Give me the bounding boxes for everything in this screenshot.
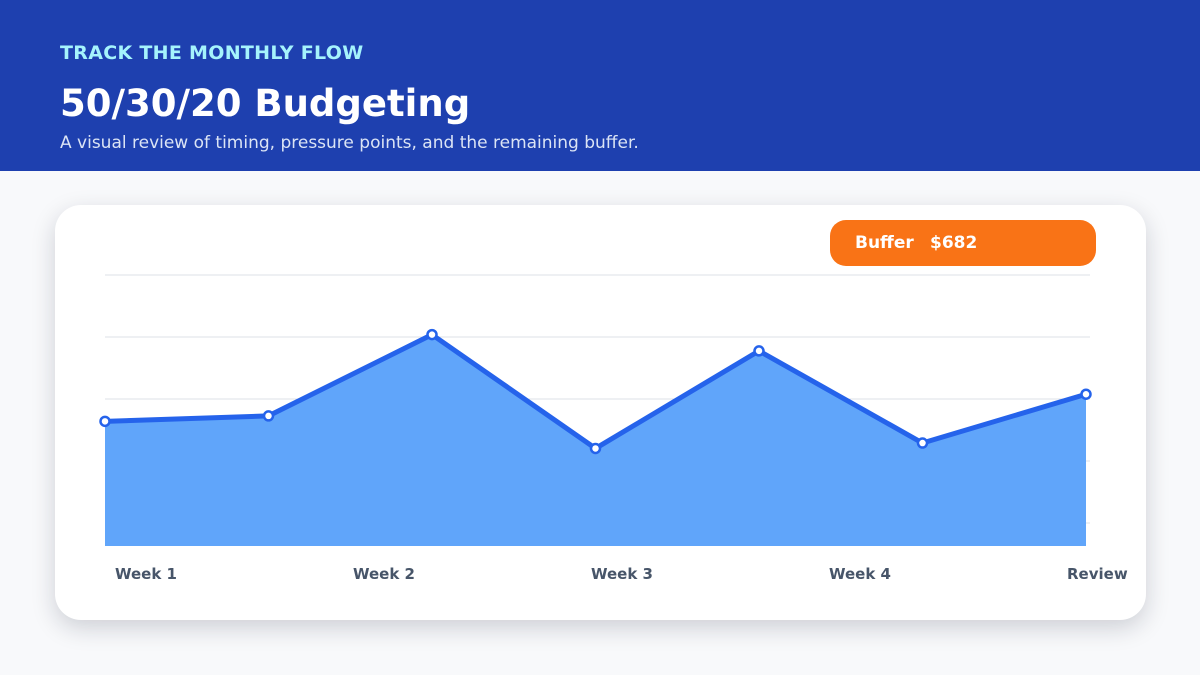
chart-area-layer <box>102 332 1089 546</box>
data-point <box>262 410 275 422</box>
data-point <box>426 328 438 341</box>
x-axis-labels: Week 1 Week 2 Week 3 Week 4 Review <box>115 565 1128 583</box>
x-axis-label: Review <box>1067 565 1128 583</box>
header-banner: TRACK THE MONTHLY FLOW 50/30/20 Budgetin… <box>0 0 1200 171</box>
data-point <box>753 345 765 357</box>
eyebrow-text: TRACK THE MONTHLY FLOW <box>60 42 364 64</box>
page-title: 50/30/20 Budgeting <box>60 82 471 125</box>
x-axis-label: Week 1 <box>115 565 177 583</box>
chart-card <box>55 205 1146 620</box>
buffer-value: $682 <box>930 233 978 253</box>
data-point <box>1080 388 1092 400</box>
chart-points-layer <box>99 328 1092 455</box>
buffer-badge: Buffer $682 <box>830 220 1096 266</box>
series-area <box>105 334 1086 546</box>
data-point <box>916 437 929 449</box>
x-axis-label: Week 3 <box>591 565 653 583</box>
page-subtitle: A visual review of timing, pressure poin… <box>60 133 639 153</box>
data-point <box>589 442 602 455</box>
data-point <box>99 415 111 428</box>
x-axis-label: Week 4 <box>829 565 891 583</box>
x-axis-label: Week 2 <box>353 565 415 583</box>
buffer-label: Buffer <box>855 233 914 253</box>
